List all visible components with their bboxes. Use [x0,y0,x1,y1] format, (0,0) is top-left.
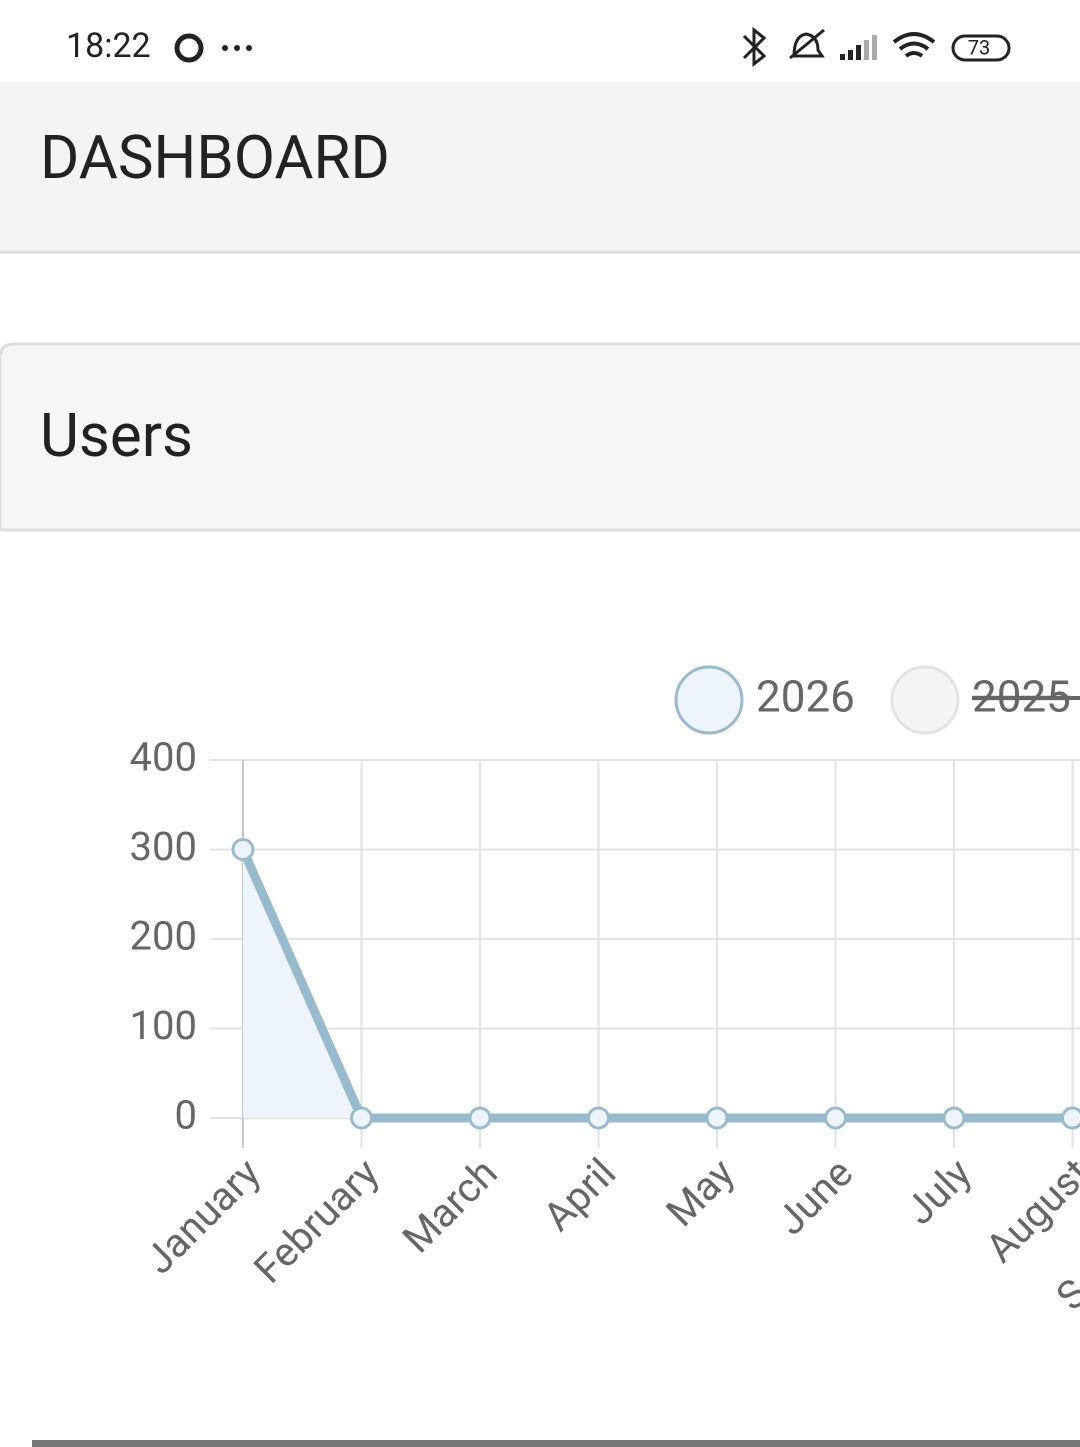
bluetooth-icon [742,26,767,68]
y-tick-label: 0 [175,1092,197,1139]
battery-icon [951,34,1011,62]
signal-icon [840,35,877,60]
area [243,849,1080,1118]
scroll-bar [32,1440,1080,1447]
point [824,1106,847,1130]
legend-swatch[interactable] [890,665,960,735]
point [1061,1106,1080,1130]
mute-icon [789,28,825,60]
x-tick-label: April [534,1149,625,1240]
point [231,838,255,861]
card-header [0,342,1080,532]
status-bar [0,0,1080,80]
x-tick-label: July [896,1149,981,1234]
chrome-icon [174,33,204,63]
point [942,1106,966,1130]
x-tick-label: February [245,1149,388,1292]
point [705,1106,729,1130]
point [350,1106,373,1130]
x-tick-label: March [394,1149,507,1262]
header-title: DASHBOARD [40,122,390,193]
battery-level: 73 [968,35,990,59]
y-tick-label: 100 [130,1002,197,1049]
x-tick-label: June [767,1149,862,1244]
legend-swatch[interactable] [674,665,744,735]
x-tick-label: August [977,1149,1080,1271]
legend-label[interactable]: 2026 [756,671,855,723]
wifi-icon [892,32,936,58]
y-tick-label: 200 [130,913,197,960]
y-tick-label: 400 [130,734,197,781]
y-tick-label: 300 [130,823,197,870]
header-bar [0,82,1080,252]
status-time: 18:22 [66,26,151,66]
more-icon [222,45,252,51]
point [468,1106,492,1130]
x-tick-label: May [657,1149,744,1236]
point [587,1106,610,1130]
card-title: Users [40,400,193,471]
